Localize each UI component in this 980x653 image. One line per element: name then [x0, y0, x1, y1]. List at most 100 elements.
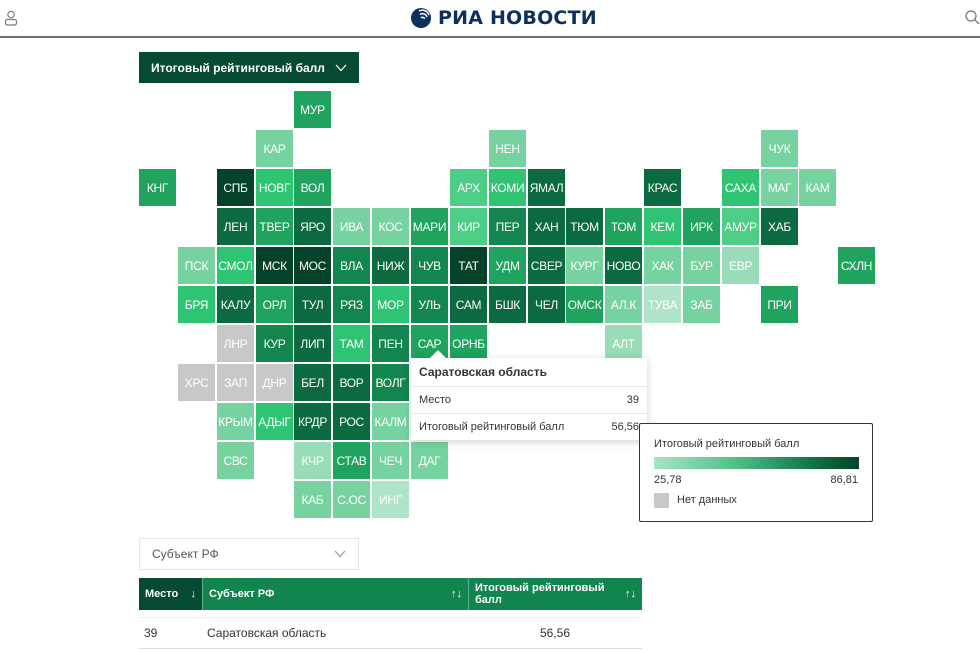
region-tile[interactable]: КОМИ [489, 169, 526, 206]
region-tile[interactable]: БШК [489, 286, 526, 323]
region-tile[interactable]: БУР [683, 247, 720, 284]
region-tile[interactable]: КУРГ [566, 247, 603, 284]
region-tile[interactable]: КОС [372, 208, 409, 245]
region-tile[interactable]: С.ОС [333, 481, 370, 518]
region-tile[interactable]: БЕЛ [294, 364, 331, 401]
region-tile[interactable]: ДАГ [411, 442, 448, 479]
sort-icon: ↑↓ [625, 588, 636, 600]
region-tile[interactable]: САМ [450, 286, 487, 323]
region-tile[interactable]: КРЫМ [217, 403, 254, 440]
user-icon[interactable] [4, 10, 18, 26]
region-tile[interactable]: ТОМ [605, 208, 642, 245]
region-tile[interactable]: НОВО [605, 247, 642, 284]
region-tile[interactable]: ЧЕЧ [372, 442, 409, 479]
region-tile[interactable]: АДЫГ [256, 403, 293, 440]
region-tile[interactable]: НЕН [489, 130, 526, 167]
region-tile[interactable]: ПРИ [761, 286, 798, 323]
region-tile[interactable]: МАРИ [411, 208, 448, 245]
region-tile[interactable]: РОС [333, 403, 370, 440]
region-tile[interactable]: ТАТ [450, 247, 487, 284]
region-tile[interactable]: ЗАБ [683, 286, 720, 323]
region-tile[interactable]: ВОЛГ [372, 364, 409, 401]
search-icon[interactable] [964, 9, 980, 25]
region-tile[interactable]: НИЖ [372, 247, 409, 284]
region-tile[interactable]: КАЛУ [217, 286, 254, 323]
region-tile[interactable]: ВОЛ [294, 169, 331, 206]
region-tile[interactable]: ТАМ [333, 325, 370, 362]
region-tile[interactable]: ПЕН [372, 325, 409, 362]
region-tile[interactable]: ДНР [256, 364, 293, 401]
region-tile[interactable]: ИВА [333, 208, 370, 245]
region-tile[interactable]: ЯРО [294, 208, 331, 245]
logo[interactable]: РИА НОВОСТИ [410, 6, 597, 30]
region-tile[interactable]: КЕМ [644, 208, 681, 245]
region-tile[interactable]: МАГ [761, 169, 798, 206]
region-tile[interactable]: КАБ [294, 481, 331, 518]
region-tile[interactable]: СМОЛ [217, 247, 254, 284]
region-tile[interactable]: ИРК [683, 208, 720, 245]
region-tile[interactable]: НОВГ [256, 169, 293, 206]
region-tile[interactable]: МОР [372, 286, 409, 323]
region-tile[interactable]: ЧУВ [411, 247, 448, 284]
region-tile[interactable]: ОРЛ [256, 286, 293, 323]
region-tile[interactable]: АЛТ [605, 325, 642, 362]
header-place[interactable]: Место ↓ [139, 578, 202, 610]
region-tile[interactable]: ТУЛ [294, 286, 331, 323]
region-tile[interactable]: ПСК [178, 247, 215, 284]
region-tile[interactable]: ЛИП [294, 325, 331, 362]
region-tile[interactable]: ЧЕЛ [528, 286, 565, 323]
region-tile[interactable]: ХАБ [761, 208, 798, 245]
region-tile[interactable]: АРХ [450, 169, 487, 206]
region-tile[interactable]: ХРС [178, 364, 215, 401]
region-tile[interactable]: ЛЕН [217, 208, 254, 245]
region-tile[interactable]: ОРНБ [450, 325, 487, 362]
header-label: Субъект РФ [209, 588, 275, 600]
region-tile[interactable]: КИР [450, 208, 487, 245]
region-tile[interactable]: КЧР [294, 442, 331, 479]
region-tile[interactable]: МСК [256, 247, 293, 284]
region-tile[interactable]: ЛНР [217, 325, 254, 362]
region-tile[interactable]: ВОР [333, 364, 370, 401]
subject-select[interactable]: Субъект РФ [139, 538, 359, 570]
region-tile[interactable]: САХА [722, 169, 759, 206]
header-score[interactable]: Итоговый рейтинговый балл ↑↓ [468, 578, 642, 610]
region-tile[interactable]: ХАН [528, 208, 565, 245]
region-tile[interactable]: ОМСК [566, 286, 603, 323]
region-tile[interactable]: ТУВА [644, 286, 681, 323]
region-tile[interactable]: АЛ.К [605, 286, 642, 323]
region-tile[interactable]: ЧУК [761, 130, 798, 167]
region-tile[interactable]: КРДР [294, 403, 331, 440]
region-tile[interactable]: МОС [294, 247, 331, 284]
region-tile[interactable]: СПБ [217, 169, 254, 206]
region-tile[interactable]: СВС [217, 442, 254, 479]
header-subject[interactable]: Субъект РФ ↑↓ [202, 578, 468, 610]
region-tile[interactable]: КАР [256, 130, 293, 167]
region-tile[interactable]: ТЮМ [566, 208, 603, 245]
region-tile[interactable]: СВЕР [528, 247, 565, 284]
region-tile[interactable]: КУР [256, 325, 293, 362]
region-tile[interactable]: БРЯ [178, 286, 215, 323]
region-tile[interactable]: ХАК [644, 247, 681, 284]
region-tile[interactable]: ЯМАЛ [528, 169, 565, 206]
region-tile[interactable]: МУР [294, 91, 331, 128]
region-tile[interactable]: ИНГ [372, 481, 409, 518]
region-tile[interactable]: КАЛМ [372, 403, 409, 440]
region-tile[interactable]: КАМ [799, 169, 836, 206]
region-tile[interactable]: ТВЕР [256, 208, 293, 245]
region-tile[interactable]: УЛЬ [411, 286, 448, 323]
metric-select[interactable]: Итоговый рейтинговый балл [139, 52, 359, 83]
region-tile[interactable]: КРАС [644, 169, 681, 206]
region-tile[interactable]: ЕВР [722, 247, 759, 284]
table-row[interactable]: 39 Саратовская область 56,56 [139, 617, 642, 649]
region-tile[interactable]: СТАВ [333, 442, 370, 479]
region-tile[interactable]: СХЛН [838, 247, 875, 284]
region-tile[interactable]: КНГ [139, 169, 176, 206]
region-tile[interactable]: ЗАП [217, 364, 254, 401]
region-tile[interactable]: ПЕР [489, 208, 526, 245]
tooltip-label: Итоговый рейтинговый балл [419, 421, 565, 433]
region-tile[interactable]: АМУР [722, 208, 759, 245]
region-tile[interactable]: ВЛА [333, 247, 370, 284]
legend-max: 86,81 [830, 474, 858, 486]
region-tile[interactable]: РЯЗ [333, 286, 370, 323]
region-tile[interactable]: УДМ [489, 247, 526, 284]
